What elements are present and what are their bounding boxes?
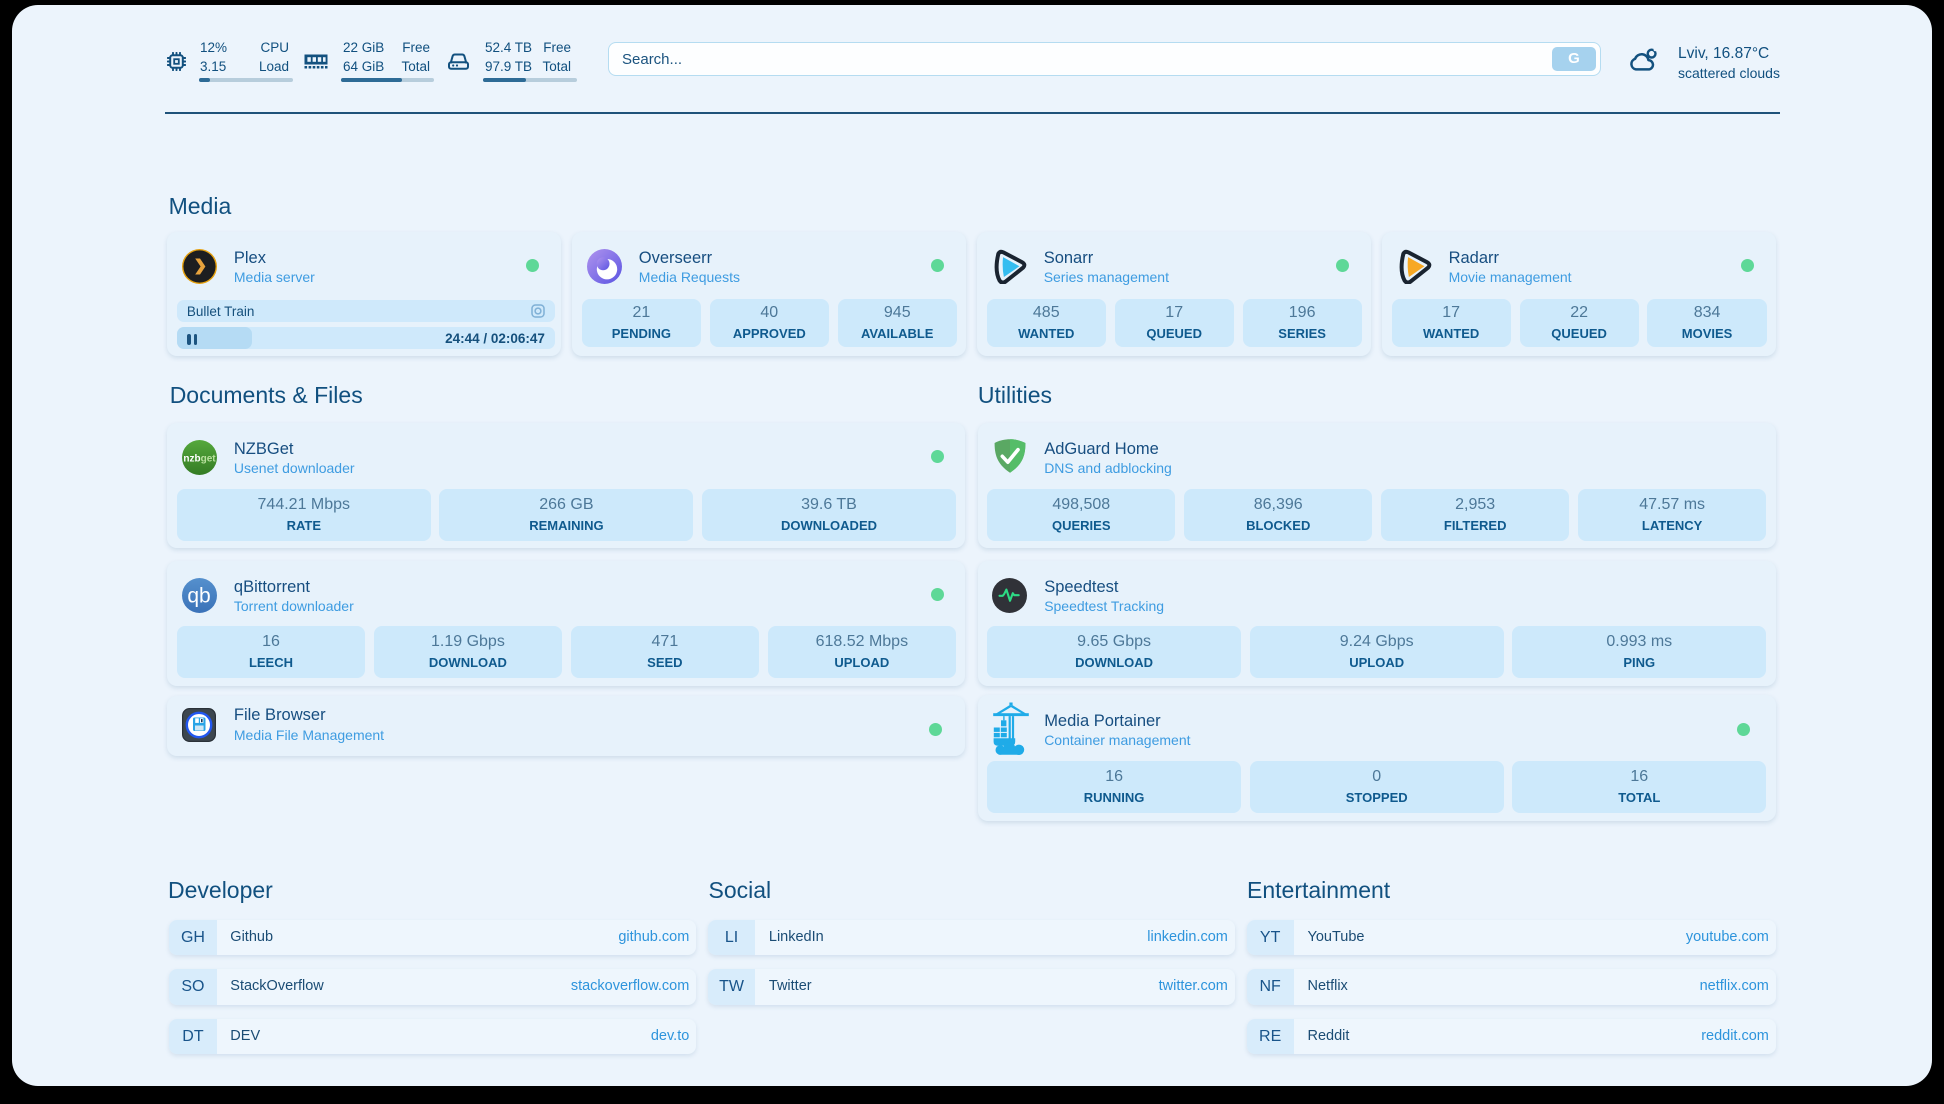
svg-text:nzbget: nzbget <box>183 454 216 465</box>
svg-text:qb: qb <box>187 584 210 607</box>
